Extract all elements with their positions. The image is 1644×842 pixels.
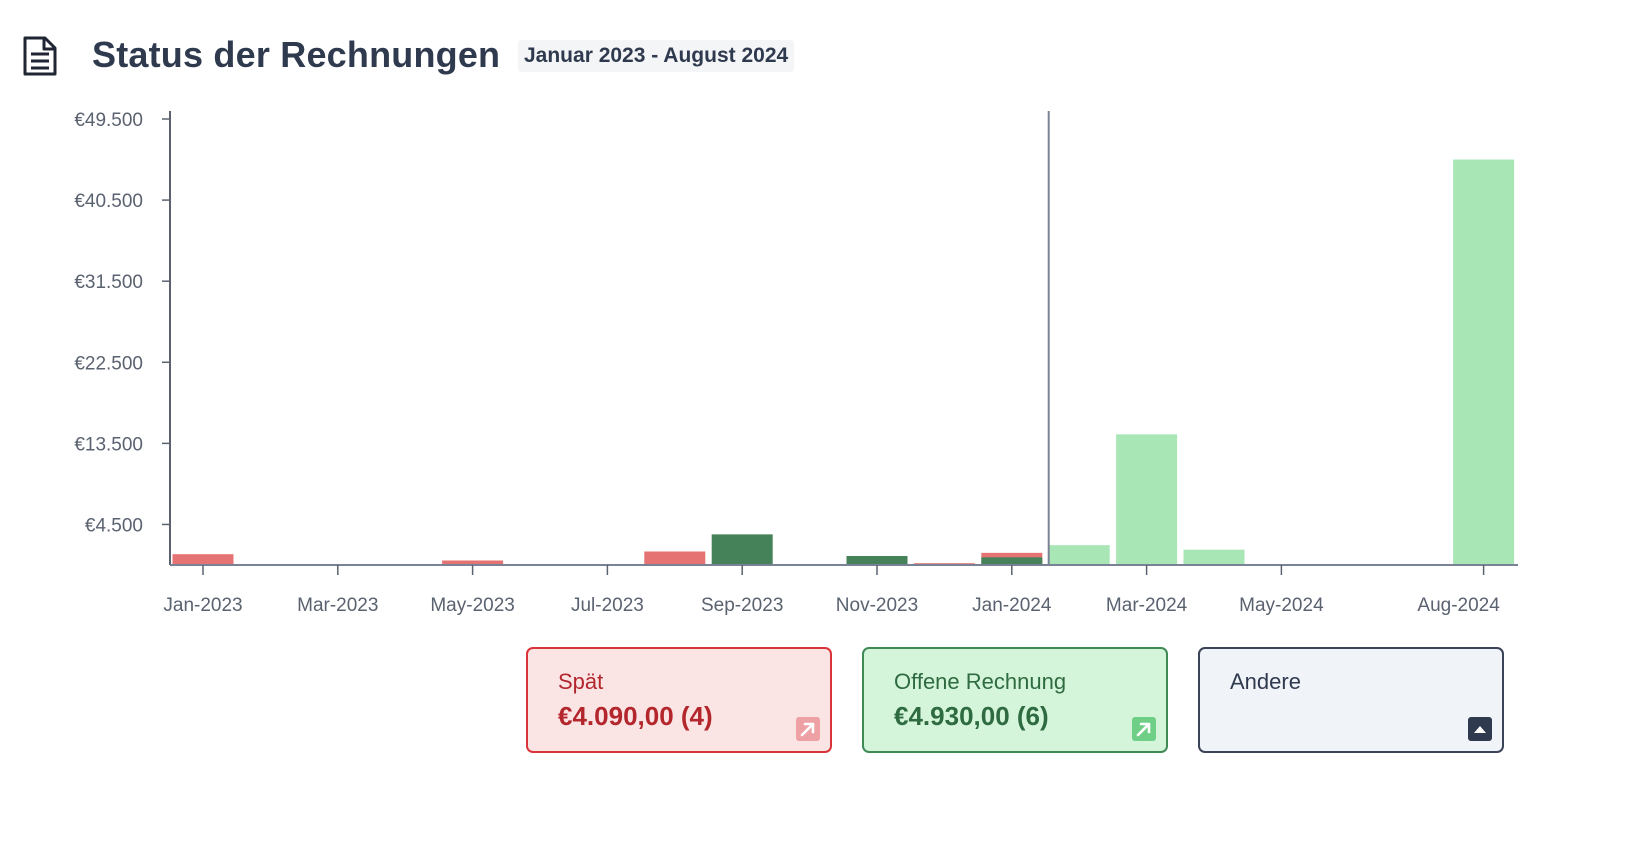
y-tick-label: €4.500 [85,515,143,536]
bar-spaet-2023-08 [644,551,706,565]
late-value: €4.090,00 (4) [558,701,713,731]
bar-offen-2024-03 [1116,434,1178,565]
x-tick-label: Nov-2023 [836,595,918,616]
open-invoice-label: Offene Rechnung [894,669,1067,694]
x-tick-label: Mar-2024 [1106,595,1188,616]
page-title: Status der Rechnungen [92,34,501,75]
invoice-status-chart: €4.500 €13.500 €22.500 €31.500 €40.500 €49.50… [74,110,1518,616]
y-tick-label: €31.500 [74,272,143,293]
bar-bezahlt-2023-09 [711,534,773,565]
bar-bezahlt-2023-11 [846,555,908,565]
arrow-up-right-icon[interactable] [796,717,820,741]
open-invoice-summary-card[interactable]: Offene Rechnung €4.930,00 (6) [862,647,1168,753]
bar-bezahlt-2024-01 [981,557,1043,565]
bar-spaet-2023-01 [172,554,234,565]
bar-offen-2024-04 [1183,549,1245,565]
x-tick-label: Mar-2023 [297,595,378,616]
y-tick-label: €13.500 [74,434,143,455]
bar-offen-2024-08 [1453,159,1515,565]
other-summary-card[interactable]: Andere [1198,647,1504,753]
y-tick-label: €22.500 [74,353,143,374]
date-range-badge[interactable]: Januar 2023 - August 2024 [518,40,795,72]
x-tick-label: Jul-2023 [571,595,644,616]
y-tick-label: €40.500 [74,191,143,212]
x-tick-label: Jan-2024 [972,595,1052,616]
x-tick-label: May-2024 [1239,595,1324,616]
late-summary-card[interactable]: Spät €4.090,00 (4) [526,647,832,753]
caret-up-icon[interactable] [1468,717,1492,741]
header: Status der Rechnungen Januar 2023 - Augu… [0,0,1644,110]
other-label: Andere [1230,669,1301,694]
bar-spaet-2023-05 [442,560,504,565]
late-label: Spät [558,669,604,694]
x-tick-label: Sep-2023 [701,595,783,616]
x-tick-label: May-2023 [430,595,515,616]
x-tick-label: Aug-2024 [1417,595,1500,616]
open-invoice-value: €4.930,00 (6) [894,701,1049,731]
bar-offen-2024-02 [1048,545,1110,565]
arrow-up-right-icon[interactable] [1132,717,1156,741]
y-tick-label: €49.500 [74,110,143,131]
document-icon [23,36,57,76]
x-tick-label: Jan-2023 [163,595,242,616]
